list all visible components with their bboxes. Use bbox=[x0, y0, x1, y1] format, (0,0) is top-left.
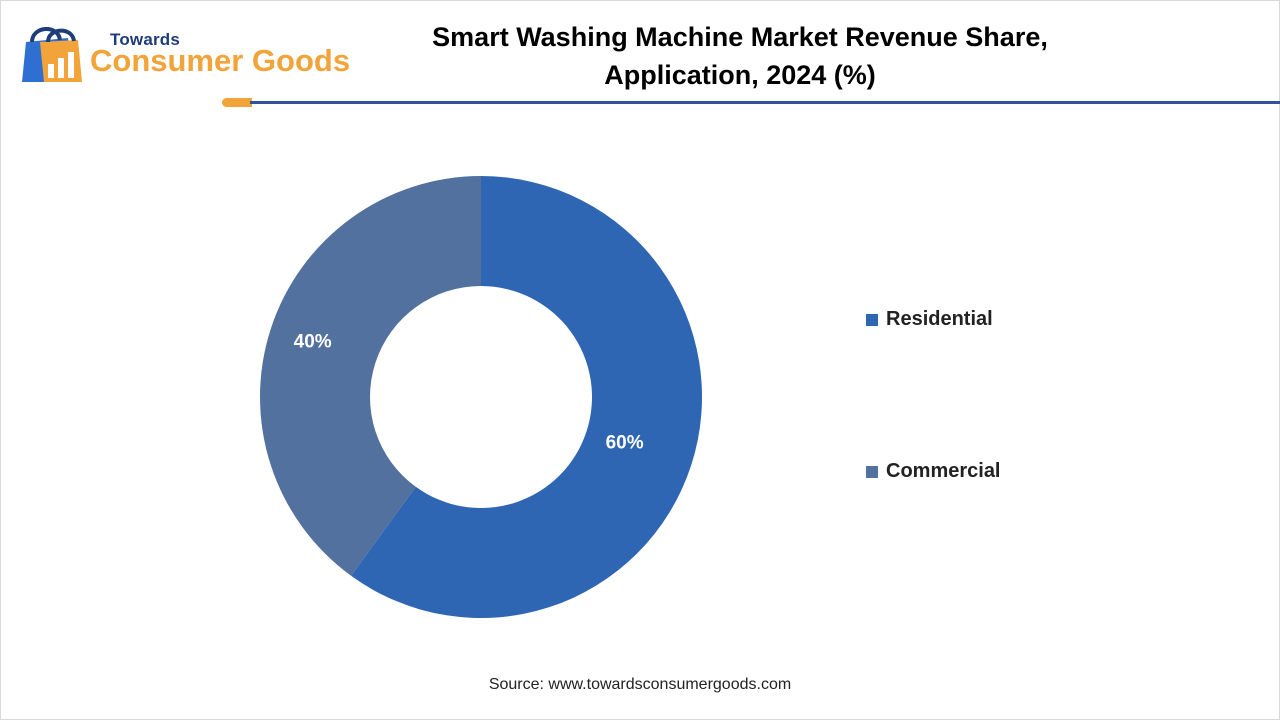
legend-label-commercial: Commercial bbox=[886, 460, 1001, 482]
chart-title-line-2: Application, 2024 (%) bbox=[604, 60, 876, 90]
donut-slice-residential bbox=[351, 176, 702, 618]
source-note: Source: www.towardsconsumergoods.com bbox=[488, 676, 792, 693]
chart-title: Smart Washing Machine Market Revenue Sha… bbox=[420, 18, 1060, 94]
brand-bottom-text: Consumer Goods bbox=[90, 43, 351, 78]
legend-item-commercial: Commercial bbox=[866, 460, 1001, 483]
brand-logo: Towards Consumer Goods bbox=[18, 16, 368, 88]
shopping-bag-chart-icon bbox=[22, 27, 82, 82]
data-label-commercial: 40% bbox=[294, 331, 332, 352]
legend-label-residential: Residential bbox=[886, 308, 993, 330]
header-rule bbox=[250, 101, 1280, 104]
header-rule-cap bbox=[222, 98, 252, 107]
legend-item-residential: Residential bbox=[866, 308, 993, 331]
donut-slice-commercial bbox=[259, 176, 481, 576]
brand-top-text: Towards bbox=[110, 30, 181, 49]
legend-swatch-commercial bbox=[866, 465, 878, 478]
legend-swatch-residential bbox=[866, 313, 878, 326]
chart-title-line-1: Smart Washing Machine Market Revenue Sha… bbox=[432, 22, 1048, 52]
data-label-residential: 60% bbox=[606, 433, 644, 454]
